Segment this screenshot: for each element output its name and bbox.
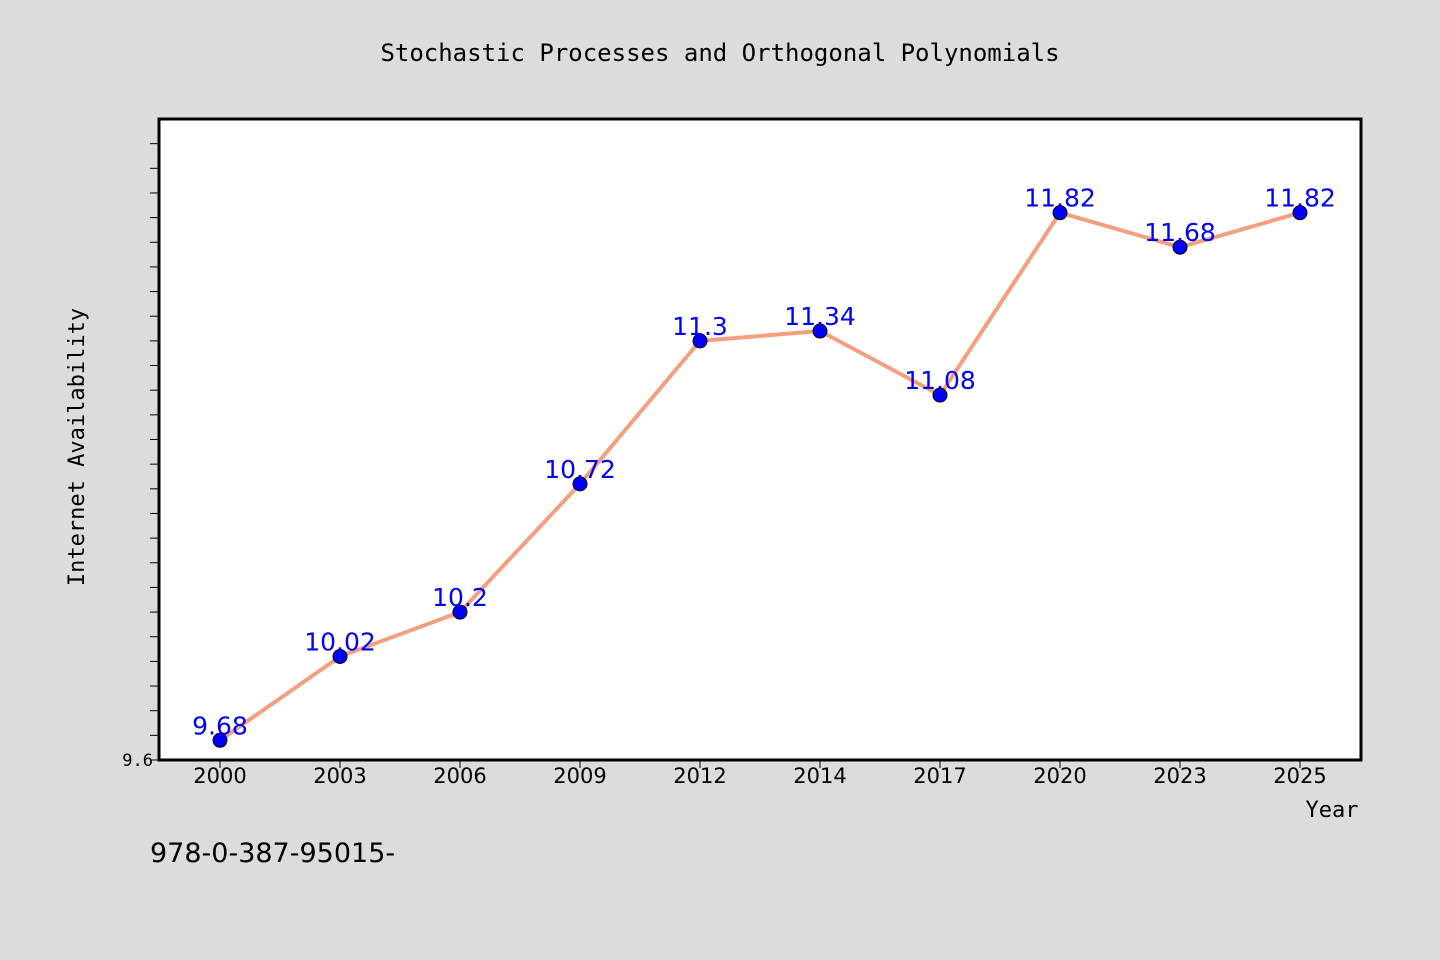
data-labels: 9.68 10.02 10.2 10.72 11.3 11.34 11.08 11.82 11.… — [192, 184, 1336, 741]
data-point — [572, 476, 588, 492]
x-tick-label: 2006 — [433, 764, 486, 788]
data-point — [1292, 205, 1308, 221]
plot-area — [157, 117, 1363, 762]
data-point — [1172, 239, 1188, 255]
x-tick-label: 2017 — [913, 764, 966, 788]
data-label: 11.08 — [904, 366, 976, 395]
data-point — [332, 648, 348, 664]
data-markers — [212, 205, 1308, 748]
x-tick-label: 2023 — [1153, 764, 1206, 788]
data-label: 11.34 — [784, 302, 856, 331]
data-label: 10.72 — [544, 455, 616, 484]
x-tick-label: 2020 — [1033, 764, 1086, 788]
data-label: 11.3 — [672, 312, 728, 341]
data-point — [212, 732, 228, 748]
x-tick-label: 2025 — [1273, 764, 1326, 788]
data-label: 11.82 — [1264, 184, 1336, 213]
series-line-group — [218, 210, 1301, 742]
x-axis-label: Year — [1306, 798, 1359, 823]
data-point — [932, 387, 948, 403]
data-label: 11.82 — [1024, 184, 1096, 213]
y-tick-label: 9.6 — [122, 751, 153, 771]
data-label: 10.02 — [304, 627, 376, 656]
data-label: 11.68 — [1144, 218, 1216, 247]
data-label: 10.2 — [432, 583, 488, 612]
y-axis-ticks: 9.6 — [122, 143, 158, 771]
series-line — [218, 210, 1301, 742]
x-tick-label: 2012 — [673, 764, 726, 788]
y-axis-label: Internet Availability — [65, 308, 90, 586]
x-tick-label: 2003 — [313, 764, 366, 788]
x-tick-label: 2014 — [793, 764, 846, 788]
x-axis-ticks: 2000 2003 2006 2009 2012 2014 2017 2020 2023 2025 — [193, 761, 1327, 788]
data-point — [692, 333, 708, 349]
x-tick-label: 2009 — [553, 764, 606, 788]
data-point — [1052, 205, 1068, 221]
data-label: 9.68 — [192, 711, 248, 740]
x-tick-label: 2000 — [193, 764, 246, 788]
data-point — [452, 604, 468, 620]
chart-title: Stochastic Processes and Orthogonal Poly… — [380, 39, 1059, 67]
data-point — [812, 323, 828, 339]
footer-isbn-text: 978-0-387-95015- — [150, 838, 395, 869]
